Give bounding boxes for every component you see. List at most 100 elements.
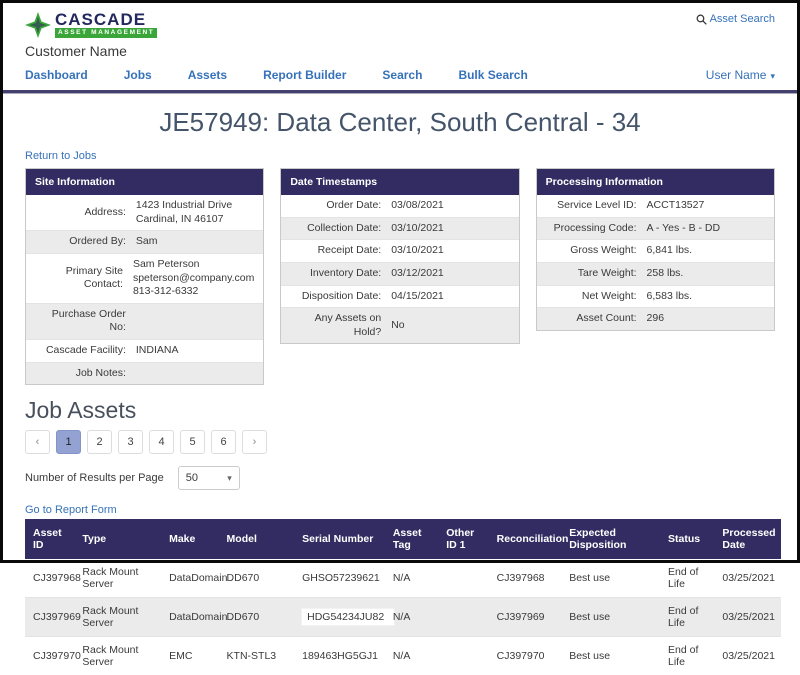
- info-value: 6,583 lbs.: [646, 289, 693, 302]
- info-row-tare-weight: Tare Weight: 258 lbs.: [536, 261, 774, 285]
- info-row-processing-code: Processing Code: A - Yes - B - DD: [536, 216, 774, 240]
- cell-status: End of Life: [660, 597, 715, 637]
- logo-sub-text: ASSET MANAGEMENT: [55, 28, 158, 38]
- pagination-next-button[interactable]: ›: [242, 430, 267, 455]
- cell-other-id-1: [438, 636, 489, 675]
- nav-item-search[interactable]: Search: [382, 68, 423, 82]
- customer-name: Customer Name: [25, 43, 127, 59]
- cell-make: DataDomain: [161, 597, 227, 637]
- info-row-cascade-facility: Cascade Facility: INDIANA: [26, 339, 264, 362]
- info-value: 1423 Industrial Drive Cardinal, IN 46107: [135, 199, 233, 225]
- cell-other-id-1: [438, 559, 488, 598]
- cell-asset-tag: N/A: [384, 597, 439, 637]
- search-icon: [696, 14, 707, 25]
- nav-item-report-builder[interactable]: Report Builder: [263, 68, 347, 82]
- page-title: JE57949: Data Center, South Central - 34: [159, 107, 641, 137]
- cell-reconciliation: CJ397969: [488, 597, 562, 637]
- info-value: 03/12/2021: [391, 266, 444, 279]
- panel-title: Date Timestamps: [281, 169, 519, 195]
- table-row: CJ397970 Rack Mount Server EMC KTN-STL3 …: [25, 636, 781, 675]
- info-label: Inventory Date:: [310, 266, 382, 279]
- info-row-net-weight: Net Weight: 6,583 lbs.: [536, 284, 774, 308]
- chevron-down-icon: [227, 472, 232, 484]
- cell-make: DataDomain: [169, 572, 228, 585]
- cell-status: End of Life: [660, 636, 715, 675]
- col-reconciliation: Reconciliation: [488, 519, 568, 560]
- info-row-collection-date: Collection Date: 03/10/2021: [281, 216, 519, 240]
- info-row-assets-on-hold: Any Assets on Hold? No: [281, 307, 519, 344]
- col-asset-id: Asset ID: [25, 519, 75, 560]
- col-processed-date: Processed Date: [714, 519, 781, 560]
- info-label: Service Level ID:: [557, 199, 637, 211]
- table-header-row: Asset ID Type Make Model Serial Number A…: [25, 519, 781, 560]
- info-label: Disposition Date:: [301, 289, 382, 302]
- info-label: Ordered By:: [69, 235, 126, 248]
- main-nav: Dashboard Jobs Assets Report Builder Sea…: [3, 59, 797, 93]
- info-value: Sam: [135, 235, 158, 248]
- info-label: Primary Site Contact:: [65, 264, 123, 291]
- results-per-page-select[interactable]: 50: [177, 466, 240, 491]
- nav-item-jobs[interactable]: Jobs: [123, 68, 152, 82]
- cell-asset-tag: N/A: [392, 572, 411, 585]
- go-to-report-form-link[interactable]: Go to Report Form: [25, 504, 117, 517]
- cell-other-id-1: [438, 597, 489, 637]
- pagination-page-3[interactable]: 3: [118, 430, 143, 455]
- cascade-logo[interactable]: CASCADE ASSET MANAGEMENT: [25, 11, 775, 38]
- processing-information-panel: Processing Information Service Level ID:…: [535, 168, 775, 331]
- info-label: Receipt Date:: [317, 244, 382, 257]
- info-row-order-date: Order Date: 03/08/2021: [281, 195, 518, 217]
- pagination-page-2[interactable]: 2: [87, 430, 112, 455]
- table-row: CJ397969 Rack Mount Server DataDomain DD…: [25, 597, 781, 637]
- pagination-prev-button[interactable]: ‹: [25, 430, 50, 455]
- info-value: 04/15/2021: [391, 289, 444, 302]
- cell-type: Rack Mount Server: [82, 566, 139, 591]
- pagination-page-1[interactable]: 1: [56, 430, 81, 455]
- info-value: 03/10/2021: [391, 221, 444, 234]
- cell-serial-number: HDG54234JU82: [294, 597, 395, 637]
- col-asset-tag: Asset Tag: [384, 519, 439, 560]
- col-other-id-1: Other ID 1: [438, 519, 489, 560]
- cell-status: End of Life: [668, 566, 699, 591]
- info-row-job-notes: Job Notes:: [26, 361, 264, 385]
- nav-item-assets[interactable]: Assets: [187, 68, 228, 82]
- pagination-page-6[interactable]: 6: [211, 430, 236, 455]
- asset-search-label: Asset Search: [709, 13, 775, 25]
- info-value: No: [391, 319, 405, 332]
- info-label: Gross Weight:: [570, 244, 637, 257]
- pagination-page-5[interactable]: 5: [180, 430, 205, 455]
- info-label: Purchase Order No:: [51, 307, 126, 334]
- info-row-asset-count: Asset Count: 296: [536, 307, 774, 330]
- serial-number-field[interactable]: HDG54234JU82: [302, 609, 395, 626]
- cell-model: DD670: [218, 597, 295, 637]
- cell-asset-id: CJ397969: [25, 597, 81, 637]
- cell-expected-disposition: Best use: [561, 636, 660, 675]
- table-row: CJ397968 Rack Mount Server DataDomain DD…: [25, 559, 781, 598]
- info-label: Any Assets on Hold?: [314, 312, 382, 338]
- info-label: Order Date:: [326, 199, 382, 211]
- cell-type: Rack Mount Server: [74, 636, 162, 675]
- results-per-page-row: Number of Results per Page 50: [25, 466, 775, 491]
- cell-processed-date: 03/25/2021: [722, 572, 775, 585]
- date-timestamps-panel: Date Timestamps Order Date: 03/08/2021 C…: [280, 168, 520, 345]
- pagination-page-4[interactable]: 4: [149, 430, 174, 455]
- job-assets-heading: Job Assets: [25, 397, 137, 424]
- nav-item-bulk-search[interactable]: Bulk Search: [458, 68, 528, 82]
- info-value: 258 lbs.: [646, 266, 684, 279]
- job-assets-table: Asset ID Type Make Model Serial Number A…: [25, 519, 781, 675]
- results-per-page-value: 50: [185, 472, 199, 485]
- app-header: CASCADE ASSET MANAGEMENT Asset Search Cu…: [3, 3, 797, 59]
- logo-brand-text: CASCADE: [55, 10, 147, 29]
- info-value: 03/08/2021: [391, 199, 444, 211]
- return-to-jobs-link[interactable]: Return to Jobs: [25, 150, 97, 162]
- info-value: ACCT13527: [646, 199, 705, 211]
- nav-item-dashboard[interactable]: Dashboard: [25, 68, 88, 82]
- cell-type: Rack Mount Server: [74, 597, 162, 637]
- asset-search-link[interactable]: Asset Search: [696, 13, 775, 25]
- info-row-primary-site-contact: Primary Site Contact: Sam Peterson spete…: [26, 252, 264, 303]
- user-menu[interactable]: User Name: [706, 68, 775, 82]
- cell-reconciliation: CJ397970: [488, 636, 562, 675]
- cascade-logo-icon: [25, 11, 51, 38]
- info-label: Processing Code:: [553, 221, 637, 234]
- info-label: Cascade Facility:: [45, 344, 126, 357]
- cell-make: EMC: [161, 636, 219, 675]
